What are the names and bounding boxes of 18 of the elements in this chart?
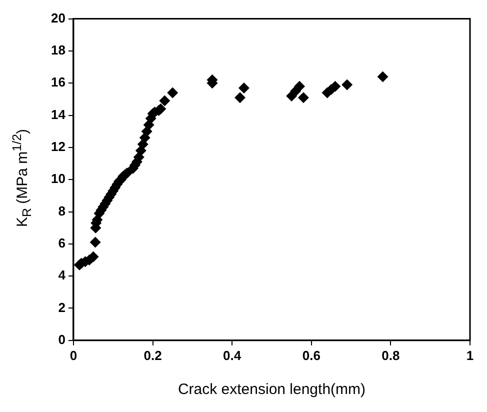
y-tick-label: 10: [50, 171, 66, 186]
x-tick-label: 0.6: [302, 348, 320, 363]
y-tick-label: 0: [58, 332, 66, 347]
y-tick-label: 4: [58, 268, 66, 283]
y-tick-label: 16: [50, 74, 66, 90]
y-tick-label: 12: [50, 139, 66, 154]
x-tick-label: 0.2: [144, 348, 162, 363]
y-tick-label: 8: [58, 203, 66, 218]
x-axis-title: Crack extension length(mm): [178, 381, 366, 398]
y-tick-label: 6: [58, 236, 66, 250]
y-tick-label: 18: [50, 42, 66, 58]
y-tick-label: 20: [50, 10, 66, 26]
y-tick-label: 2: [58, 300, 66, 315]
x-tick-label: 0.4: [223, 348, 242, 363]
x-tick-label: 0.8: [382, 348, 400, 363]
x-tick-label: 0: [70, 348, 78, 363]
y-tick-label: 14: [50, 106, 66, 122]
x-tick-label: 1: [466, 348, 474, 363]
